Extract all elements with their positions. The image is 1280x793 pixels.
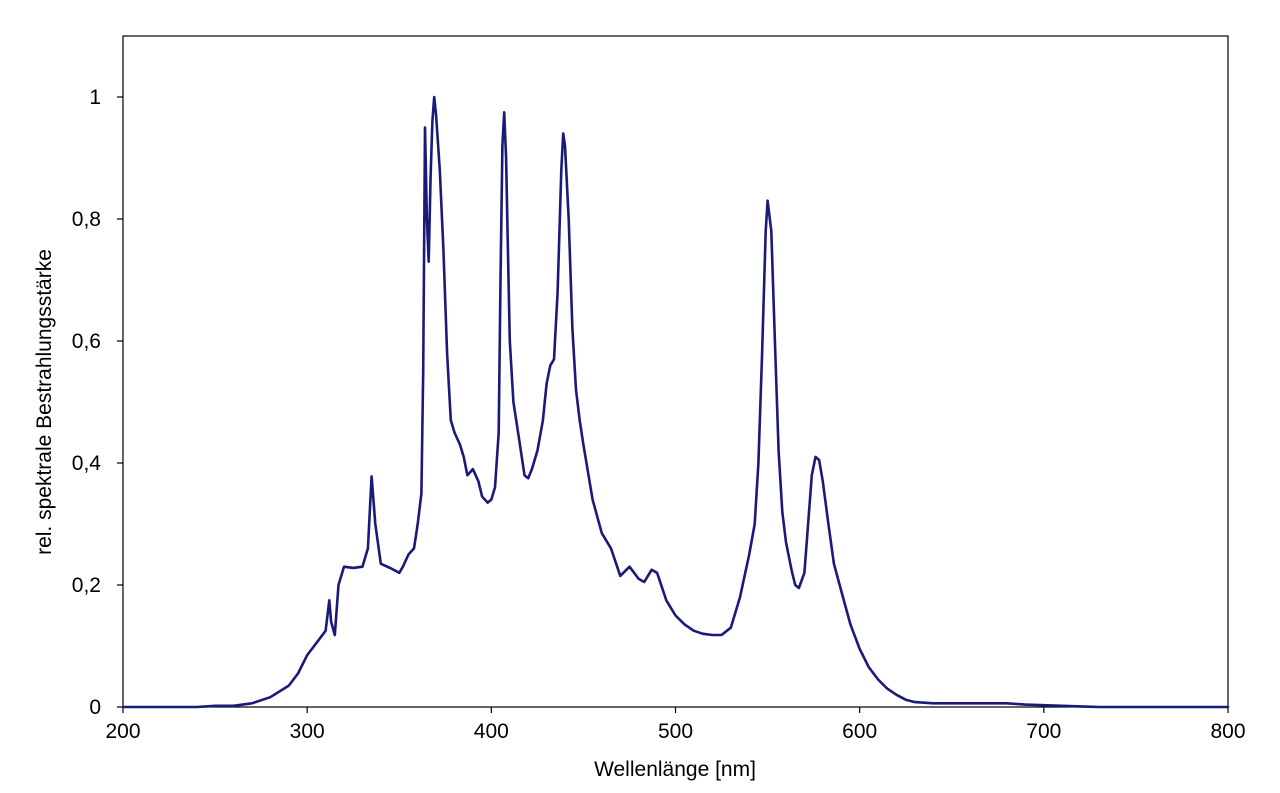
y-tick-label: 1 <box>89 86 101 109</box>
plot-frame <box>122 35 1229 708</box>
y-tick-label: 0,6 <box>72 330 101 353</box>
y-tick-label: 0,8 <box>72 208 101 231</box>
y-tick-label: 0,2 <box>72 574 101 597</box>
x-tick-label: 600 <box>842 720 877 743</box>
y-axis: 0 0,2 0,4 0,6 0,8 1 <box>72 86 123 719</box>
x-tick-label: 200 <box>105 720 140 743</box>
y-axis-title: rel. spektrale Bestrahlungsstärke <box>33 249 56 555</box>
x-axis-title: Wellenlänge [nm] <box>594 758 756 781</box>
x-tick-label: 500 <box>658 720 693 743</box>
x-tick-label: 800 <box>1210 720 1245 743</box>
y-tick-label: 0,4 <box>72 452 102 475</box>
x-tick-label: 300 <box>290 720 325 743</box>
x-tick-label: 400 <box>474 720 509 743</box>
x-tick-label: 700 <box>1026 720 1061 743</box>
spectrum-line <box>121 95 1230 709</box>
x-axis: 200 300 400 500 600 700 800 <box>105 707 1246 743</box>
y-tick-label: 0 <box>89 696 101 719</box>
